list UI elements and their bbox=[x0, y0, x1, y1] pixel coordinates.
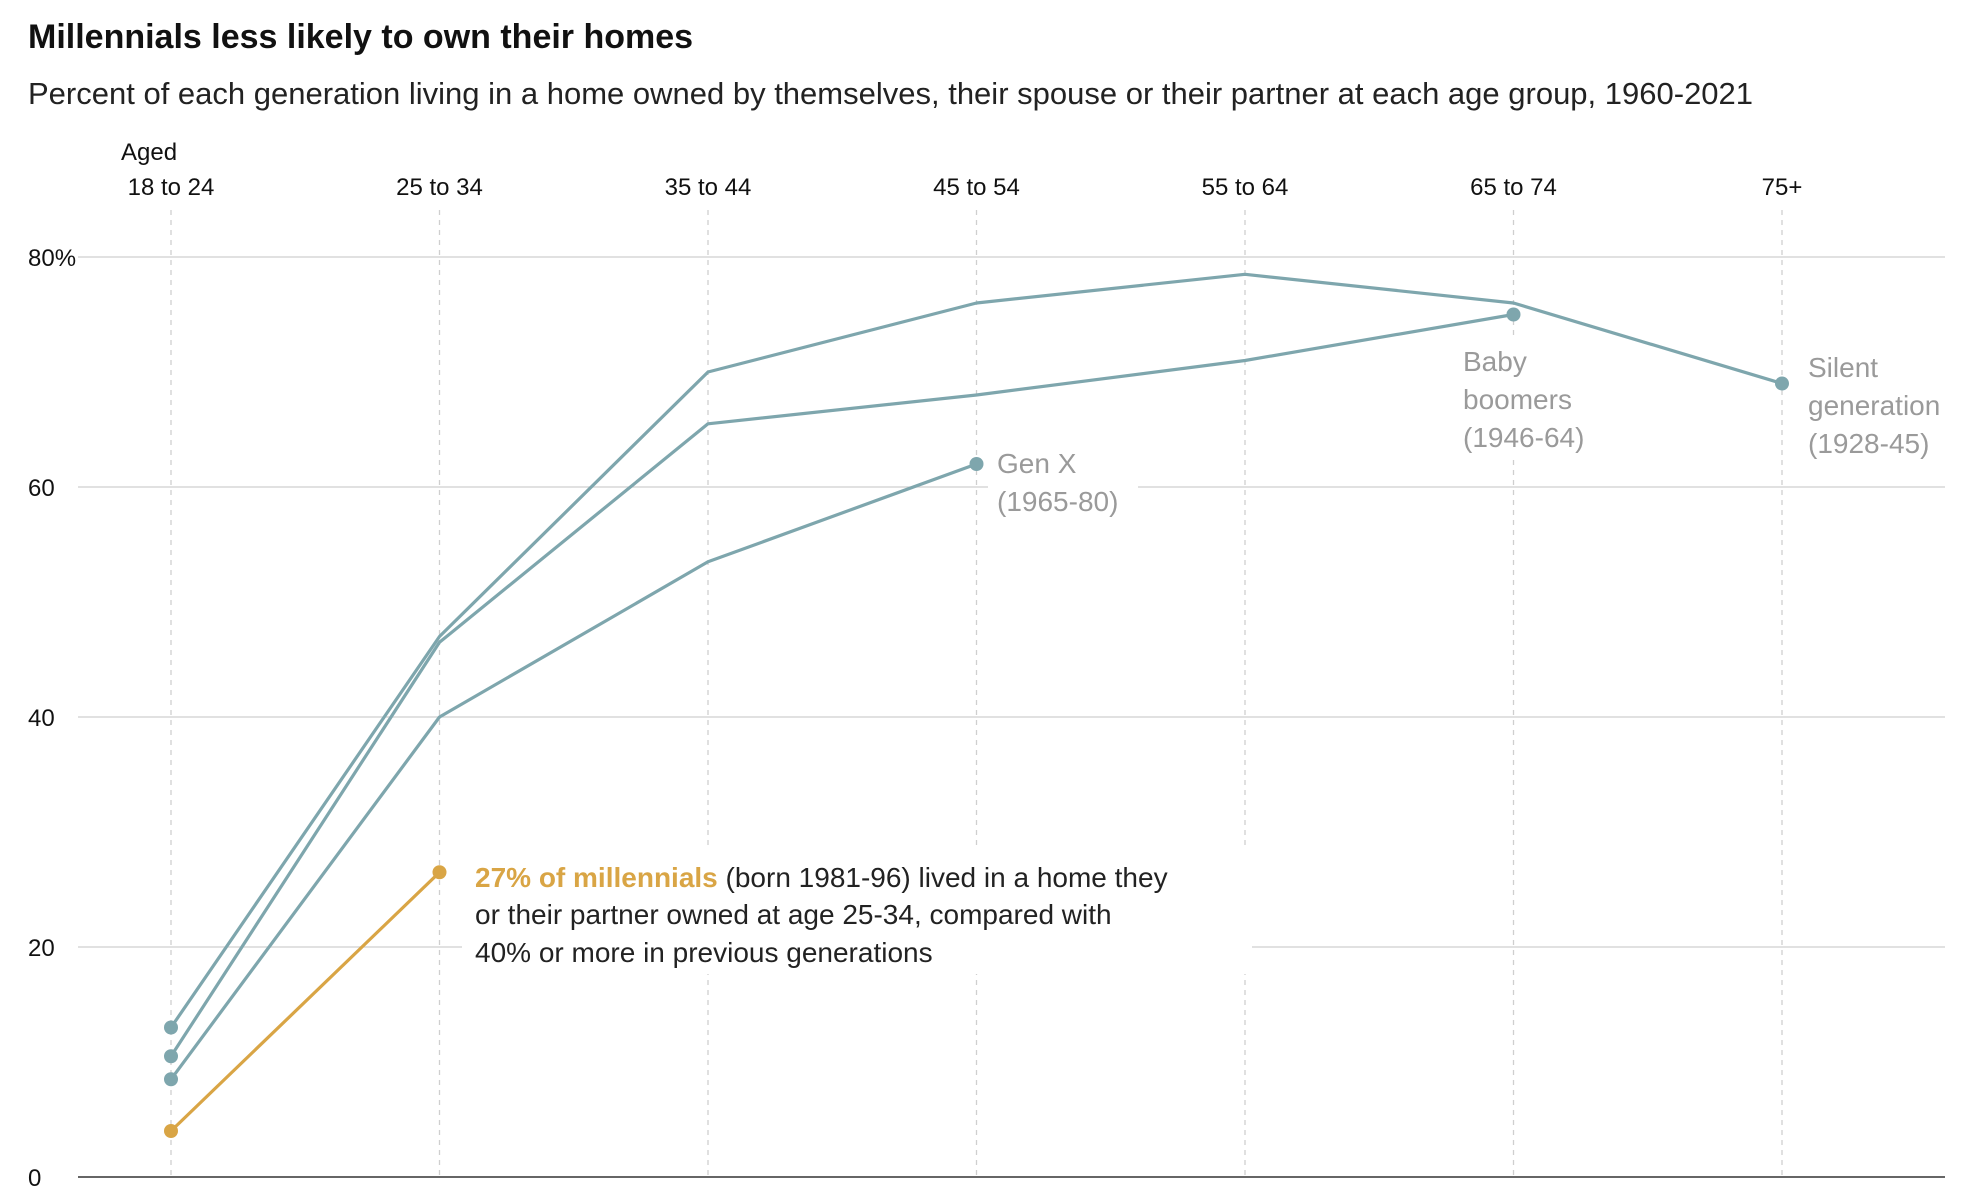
data-point bbox=[1506, 307, 1521, 322]
series-label-background bbox=[988, 443, 1138, 527]
series-label-background bbox=[1455, 340, 1615, 458]
x-tick-label: 18 to 24 bbox=[128, 174, 215, 201]
series-lines bbox=[169, 272, 1784, 1133]
data-point bbox=[432, 865, 447, 880]
series-line-gen-x bbox=[169, 462, 979, 1081]
x-tick-label: 55 to 64 bbox=[1202, 174, 1289, 201]
y-tick-label: 80% bbox=[28, 245, 76, 272]
annotation-background bbox=[462, 848, 1252, 974]
x-axis-prefix-label: Aged bbox=[121, 139, 177, 166]
y-tick-label: 40 bbox=[28, 705, 55, 732]
annotation-line-3: 40% or more in previous generations bbox=[475, 937, 933, 968]
chart-subtitle: Percent of each generation living in a h… bbox=[28, 76, 1754, 111]
x-tick-label: 45 to 54 bbox=[933, 174, 1020, 201]
series-label-line: boomers bbox=[1463, 384, 1572, 415]
series-labels: Silent generation (1928-45) Baby boomers (194… bbox=[988, 340, 1958, 527]
y-axis-labels: 80% 60 40 20 0 bbox=[28, 245, 76, 1192]
series-line-millennials bbox=[169, 870, 442, 1133]
x-tick-label: 65 to 74 bbox=[1470, 174, 1557, 201]
chart-title: Millennials less likely to own their hom… bbox=[28, 18, 694, 56]
series-points bbox=[164, 307, 1789, 1138]
series-label-line: Gen X bbox=[997, 448, 1077, 479]
series-label-baby-boomers: Baby boomers (1946-64) bbox=[1463, 346, 1584, 453]
y-tick-label: 60 bbox=[28, 475, 55, 502]
series-label-line: Silent bbox=[1808, 352, 1878, 383]
series-label-line: (1928-45) bbox=[1808, 428, 1929, 459]
series-line-baby-boomers bbox=[169, 312, 1516, 1058]
series-label-line: Baby bbox=[1463, 346, 1527, 377]
gridlines bbox=[78, 256, 1945, 1178]
series-label-gen-x: Gen X (1965-80) bbox=[997, 448, 1118, 517]
x-axis-labels: 18 to 24 25 to 34 35 to 44 45 to 54 55 to 64… bbox=[121, 139, 1802, 201]
annotation-line-2: or their partner owned at age 25-34, com… bbox=[475, 899, 1112, 930]
annotation-line-1: 27% of millennials (born 1981-96) lived … bbox=[475, 862, 1168, 893]
data-point bbox=[969, 457, 984, 471]
series-label-line: generation bbox=[1808, 390, 1940, 421]
annotation-line-1-rest: (born 1981-96) lived in a home they bbox=[718, 862, 1168, 893]
series-label-silent-generation: Silent generation (1928-45) bbox=[1808, 352, 1940, 459]
x-tick-label: 25 to 34 bbox=[396, 174, 483, 201]
y-tick-label: 0 bbox=[28, 1165, 41, 1192]
data-point bbox=[164, 1124, 178, 1138]
x-tick-label: 75+ bbox=[1762, 174, 1803, 201]
series-label-line: (1946-64) bbox=[1463, 422, 1584, 453]
data-point bbox=[164, 1049, 178, 1064]
x-tick-label: 35 to 44 bbox=[665, 174, 752, 201]
y-tick-label: 20 bbox=[28, 935, 55, 962]
series-label-background bbox=[1798, 345, 1958, 465]
series-label-line: (1965-80) bbox=[997, 486, 1118, 517]
data-point bbox=[164, 1072, 178, 1087]
series-line-silent-generation bbox=[169, 272, 1784, 1030]
annotation-highlight: 27% of millennials bbox=[475, 862, 718, 893]
data-point bbox=[1775, 376, 1789, 391]
millennials-annotation: 27% of millennials (born 1981-96) lived … bbox=[462, 848, 1252, 974]
data-point bbox=[164, 1020, 178, 1035]
